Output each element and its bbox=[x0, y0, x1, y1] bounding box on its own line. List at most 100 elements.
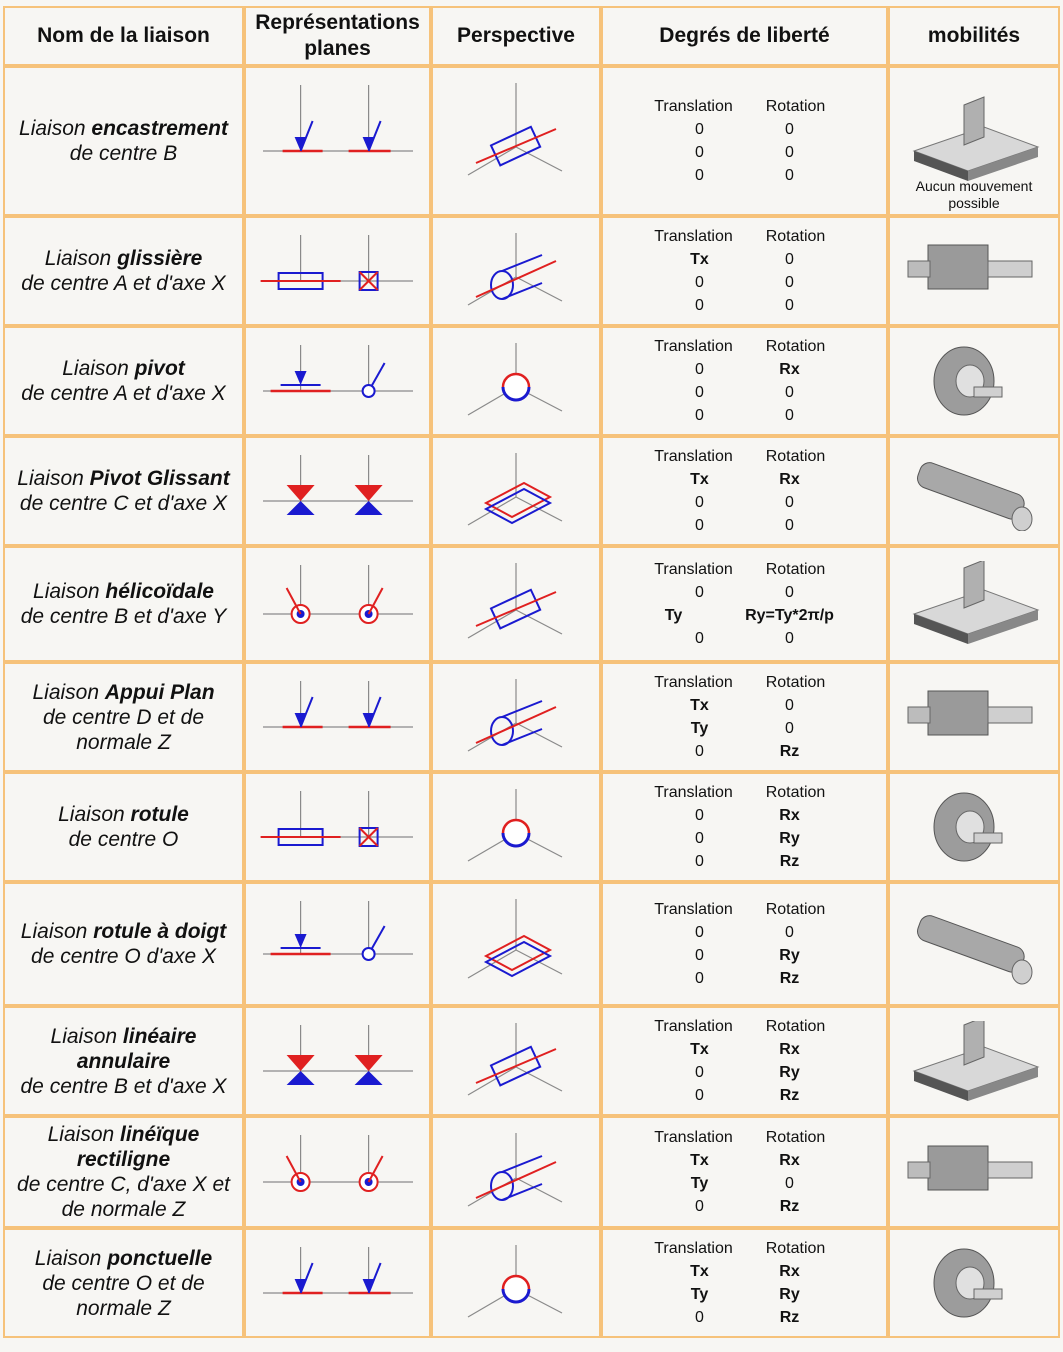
dof-row: 0 Ry bbox=[603, 827, 886, 850]
mobility-illustration bbox=[888, 662, 1060, 772]
dof-rotation-value: 0 bbox=[785, 630, 794, 647]
dof-rotation-value: Rx bbox=[779, 1263, 800, 1280]
perspective-representation bbox=[431, 66, 601, 216]
mobility-3d-icon bbox=[933, 1248, 1003, 1318]
plane-representation bbox=[244, 216, 431, 326]
dof-rotation-value: Rz bbox=[779, 1198, 800, 1215]
perspective-representation bbox=[431, 436, 601, 546]
plane-representation bbox=[244, 66, 431, 216]
dof-rotation-value: Rz bbox=[779, 970, 800, 987]
mobility-illustration bbox=[888, 1116, 1060, 1228]
dof-translation-value: 0 bbox=[695, 743, 704, 760]
dof-translation-value: 0 bbox=[695, 517, 704, 534]
plane-diagram-icon bbox=[262, 1135, 413, 1192]
dof-translation-value: Ty bbox=[690, 1286, 709, 1303]
perspective-representation bbox=[431, 662, 601, 772]
dof-row: 0 Ry bbox=[603, 944, 886, 967]
dof-rotation-value: 0 bbox=[785, 1175, 794, 1192]
header-perspective: Perspective bbox=[431, 6, 601, 66]
liaison-title: Liaison rotule à doigt bbox=[5, 919, 242, 944]
liaison-prefix: Liaison bbox=[58, 803, 131, 826]
plane-diagram-icon bbox=[262, 345, 413, 398]
dof-header: Translation Rotation bbox=[603, 671, 886, 694]
liaison-prefix: Liaison bbox=[50, 1024, 123, 1048]
dof-translation-value: Tx bbox=[690, 1041, 709, 1058]
dof-header: Translation Rotation bbox=[603, 898, 886, 921]
liaison-title: Liaison linéaire annulaire bbox=[5, 1024, 242, 1074]
header-planes-line2: planes bbox=[304, 37, 371, 60]
perspective-diagram-icon bbox=[467, 563, 563, 639]
degrees-of-freedom: Translation Rotation Tx 0 Ty 0 0 Rz bbox=[601, 662, 888, 772]
dof-rotation-value: Rz bbox=[779, 1087, 800, 1104]
dof-row: Tx Rx bbox=[603, 468, 886, 491]
liaison-row: Liaison ponctuelle de centre O et de norm… bbox=[3, 1228, 1060, 1338]
liaison-center: de centre A et d'axe X bbox=[21, 382, 226, 405]
liaison-row: Liaison encastrement de centre B Translat… bbox=[3, 66, 1060, 216]
perspective-representation bbox=[431, 326, 601, 436]
plane-diagram-icon bbox=[262, 85, 413, 153]
perspective-representation bbox=[431, 1228, 601, 1338]
dof-rotation-value: Rz bbox=[779, 853, 800, 870]
mobility-3d-icon bbox=[912, 561, 1040, 644]
liaison-title: Liaison pivot bbox=[5, 356, 242, 381]
plane-representation bbox=[244, 1006, 431, 1116]
dof-header: Translation Rotation bbox=[603, 1126, 886, 1149]
plane-representation bbox=[244, 662, 431, 772]
liaison-title: Liaison linéïque rectiligne bbox=[5, 1122, 242, 1172]
dof-header: Translation Rotation bbox=[603, 781, 886, 804]
perspective-representation bbox=[431, 1006, 601, 1116]
liaison-type: linéaire annulaire bbox=[76, 1024, 197, 1073]
dof-row: 0 Rz bbox=[603, 1195, 886, 1218]
liaison-name: Liaison linéaire annulaire de centre B et… bbox=[3, 1006, 244, 1116]
dof-translation-value: 0 bbox=[695, 494, 704, 511]
liaison-name: Liaison rotule de centre O bbox=[3, 772, 244, 882]
plane-diagram-icon bbox=[262, 901, 413, 961]
liaison-center: de centre C, d'axe X et de normale Z bbox=[17, 1173, 230, 1221]
plane-diagram-icon bbox=[262, 565, 413, 624]
degrees-of-freedom: Translation Rotation Tx Rx 0 0 0 0 bbox=[601, 436, 888, 546]
liaison-name: Liaison linéïque rectiligne de centre C, … bbox=[3, 1116, 244, 1228]
mobility-illustration bbox=[888, 1228, 1060, 1338]
header-planes-line1: Représentations bbox=[255, 11, 420, 34]
dof-rotation-label: Rotation bbox=[765, 448, 826, 465]
mobility-illustration bbox=[888, 1006, 1060, 1116]
degrees-of-freedom: Translation Rotation Tx 0 0 0 0 0 bbox=[601, 216, 888, 326]
liaison-name: Liaison hélicoïdale de centre B et d'axe … bbox=[3, 546, 244, 662]
dof-rotation-value: 0 bbox=[785, 274, 794, 291]
liaison-row: Liaison glissière de centre A et d'axe X … bbox=[3, 216, 1060, 326]
liaison-type: ponctuelle bbox=[107, 1246, 213, 1270]
dof-rotation-value: Rx bbox=[779, 807, 800, 824]
dof-translation-label: Translation bbox=[654, 448, 733, 465]
dof-rotation-value: Ry bbox=[779, 947, 800, 964]
plane-representation bbox=[244, 772, 431, 882]
header-planes: Représentations planes bbox=[244, 6, 431, 66]
dof-row: 0 Rx bbox=[603, 804, 886, 827]
mobility-illustration bbox=[888, 216, 1060, 326]
dof-rotation-label: Rotation bbox=[765, 338, 826, 355]
liaison-name: Liaison Pivot Glissant de centre C et d'a… bbox=[3, 436, 244, 546]
dof-translation-value: Tx bbox=[690, 697, 709, 714]
liaison-name: Liaison pivot de centre A et d'axe X bbox=[3, 326, 244, 436]
dof-translation-value: 0 bbox=[695, 297, 704, 314]
mobility-illustration bbox=[888, 772, 1060, 882]
mobility-illustration bbox=[888, 546, 1060, 662]
dof-rotation-value: Rx bbox=[779, 1041, 800, 1058]
degrees-of-freedom: Translation Rotation 0 0 0 Ry 0 Rz bbox=[601, 882, 888, 1006]
liaison-name: Liaison glissière de centre A et d'axe X bbox=[3, 216, 244, 326]
plane-diagram-icon bbox=[262, 455, 413, 515]
dof-rotation-value: 0 bbox=[785, 697, 794, 714]
dof-rotation-value: 0 bbox=[785, 167, 794, 184]
perspective-diagram-icon bbox=[467, 789, 563, 862]
mobility-3d-icon bbox=[907, 244, 1033, 290]
dof-rotation-value: 0 bbox=[785, 924, 794, 941]
degrees-of-freedom: Translation Rotation 0 0 0 0 0 0 bbox=[601, 66, 888, 216]
degrees-of-freedom: Translation Rotation Tx Rx Ty Ry 0 Rz bbox=[601, 1228, 888, 1338]
plane-representation bbox=[244, 546, 431, 662]
dof-rotation-value: Rx bbox=[779, 1152, 800, 1169]
liaison-prefix: Liaison bbox=[62, 357, 135, 380]
liaison-row: Liaison Pivot Glissant de centre C et d'a… bbox=[3, 436, 1060, 546]
liaison-center: de centre O bbox=[68, 828, 179, 851]
